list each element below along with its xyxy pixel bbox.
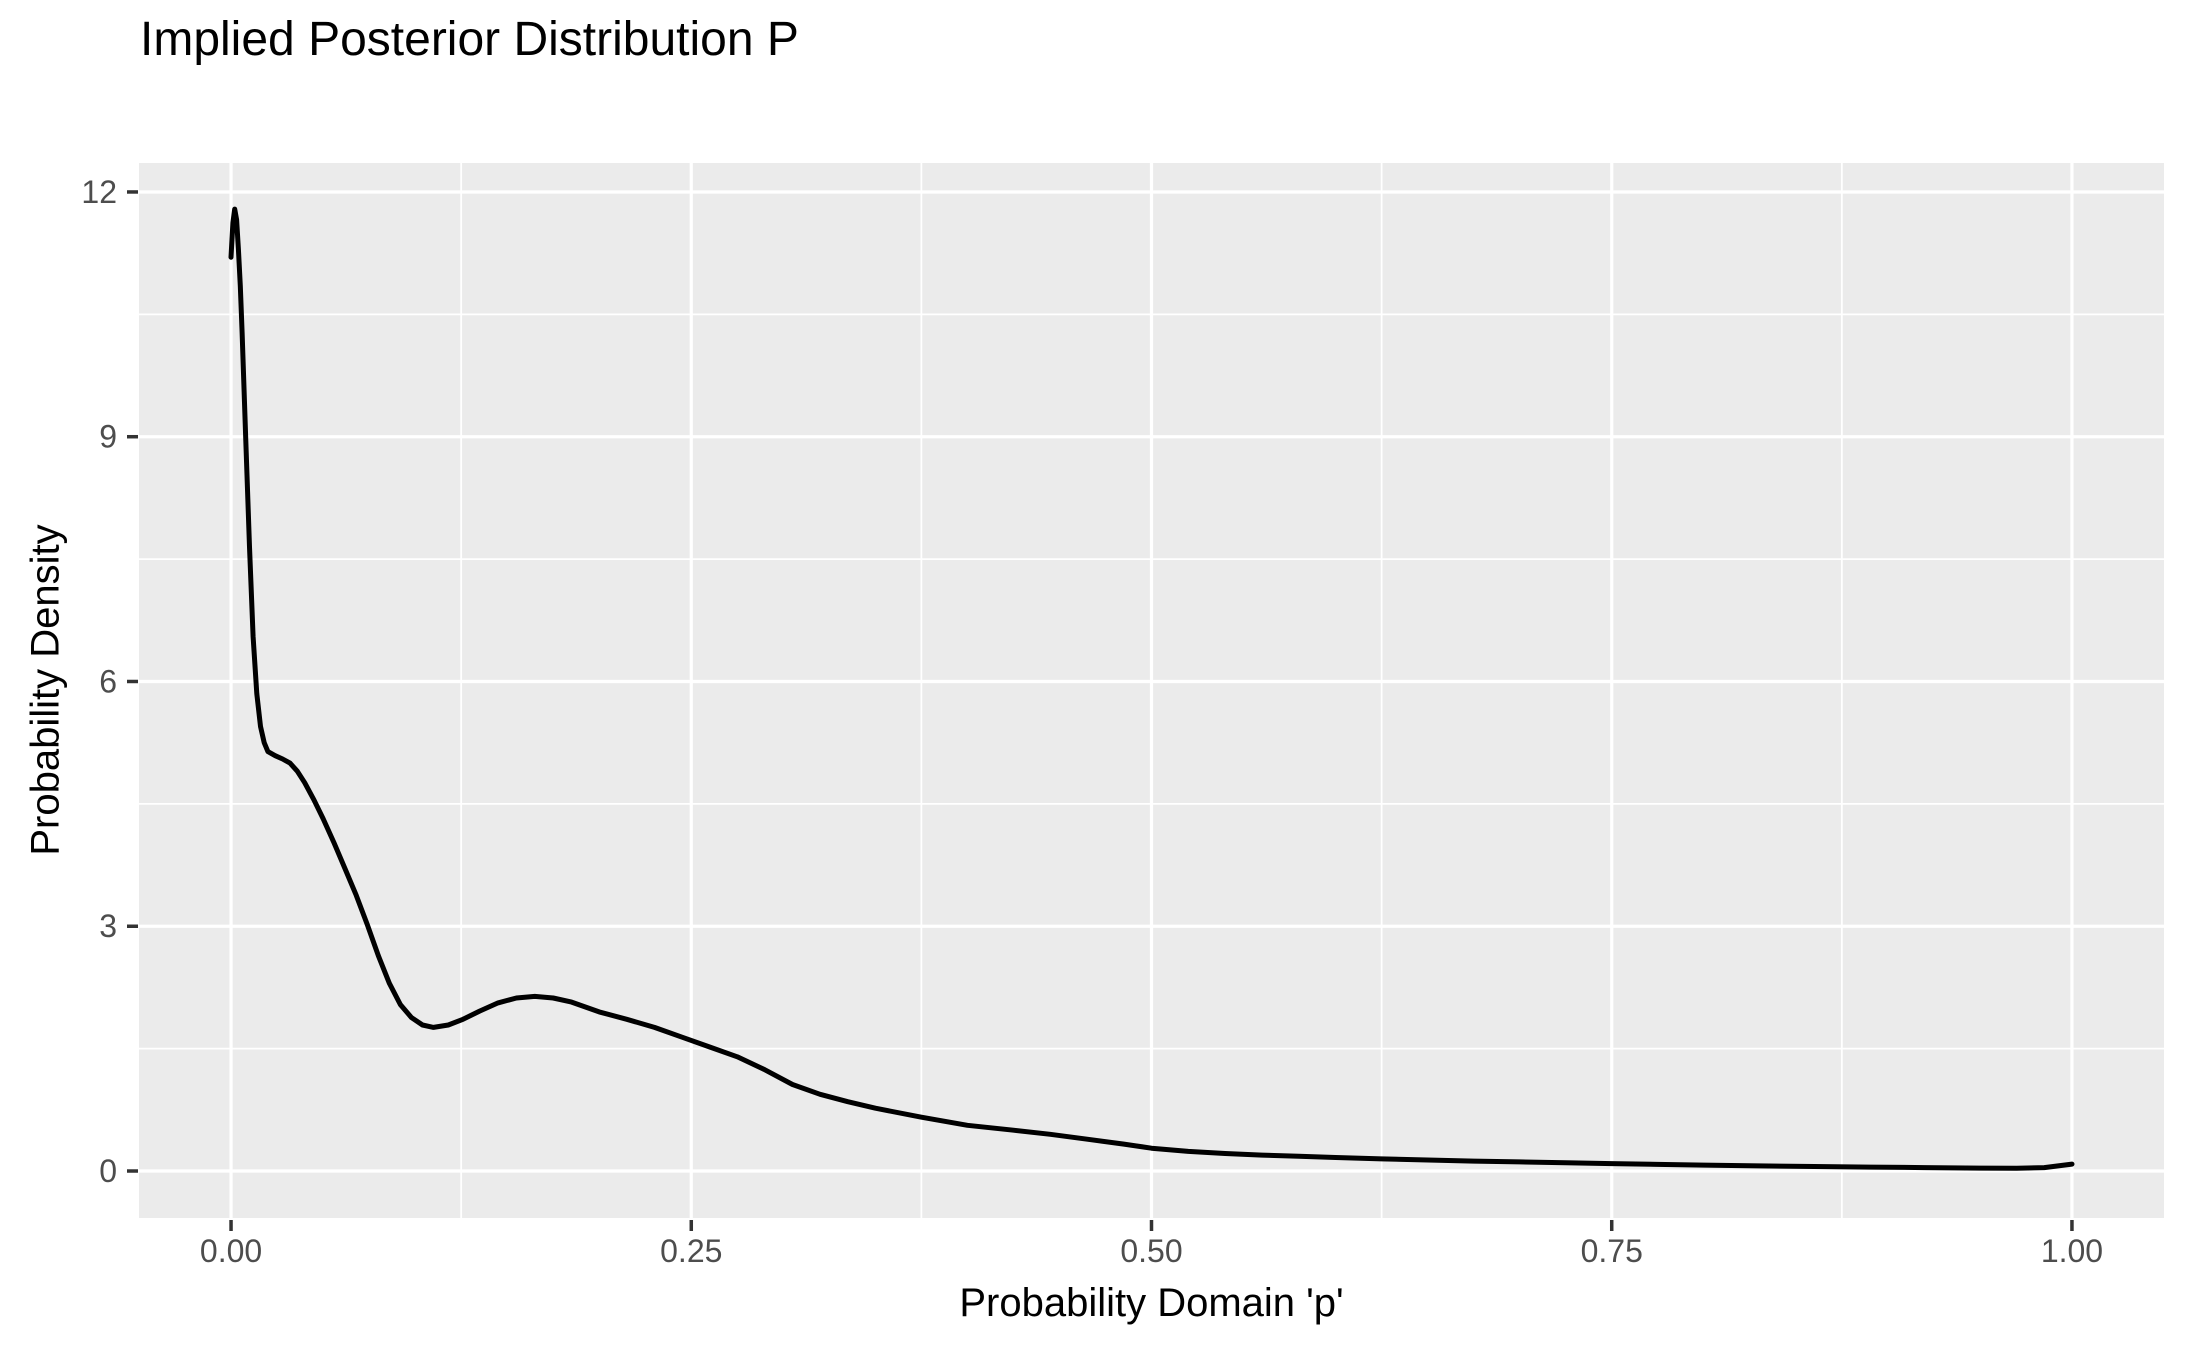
x-tick-label: 0.50 [1120, 1233, 1182, 1269]
x-tick-label: 0.00 [200, 1233, 262, 1269]
x-tick-label: 0.25 [660, 1233, 722, 1269]
x-tick-label: 0.75 [1581, 1233, 1643, 1269]
y-tick-label: 3 [99, 908, 117, 944]
y-tick-label: 9 [99, 419, 117, 455]
y-tick-label: 0 [99, 1153, 117, 1189]
y-tick-label: 12 [81, 174, 117, 210]
x-axis-title: Probability Domain 'p' [959, 1281, 1344, 1325]
y-tick-label: 6 [99, 663, 117, 699]
x-tick-label: 1.00 [2041, 1233, 2103, 1269]
plot-title: Implied Posterior Distribution P [140, 13, 799, 66]
y-axis-title: Probability Density [23, 524, 68, 856]
density-curve [228, 206, 2075, 1171]
